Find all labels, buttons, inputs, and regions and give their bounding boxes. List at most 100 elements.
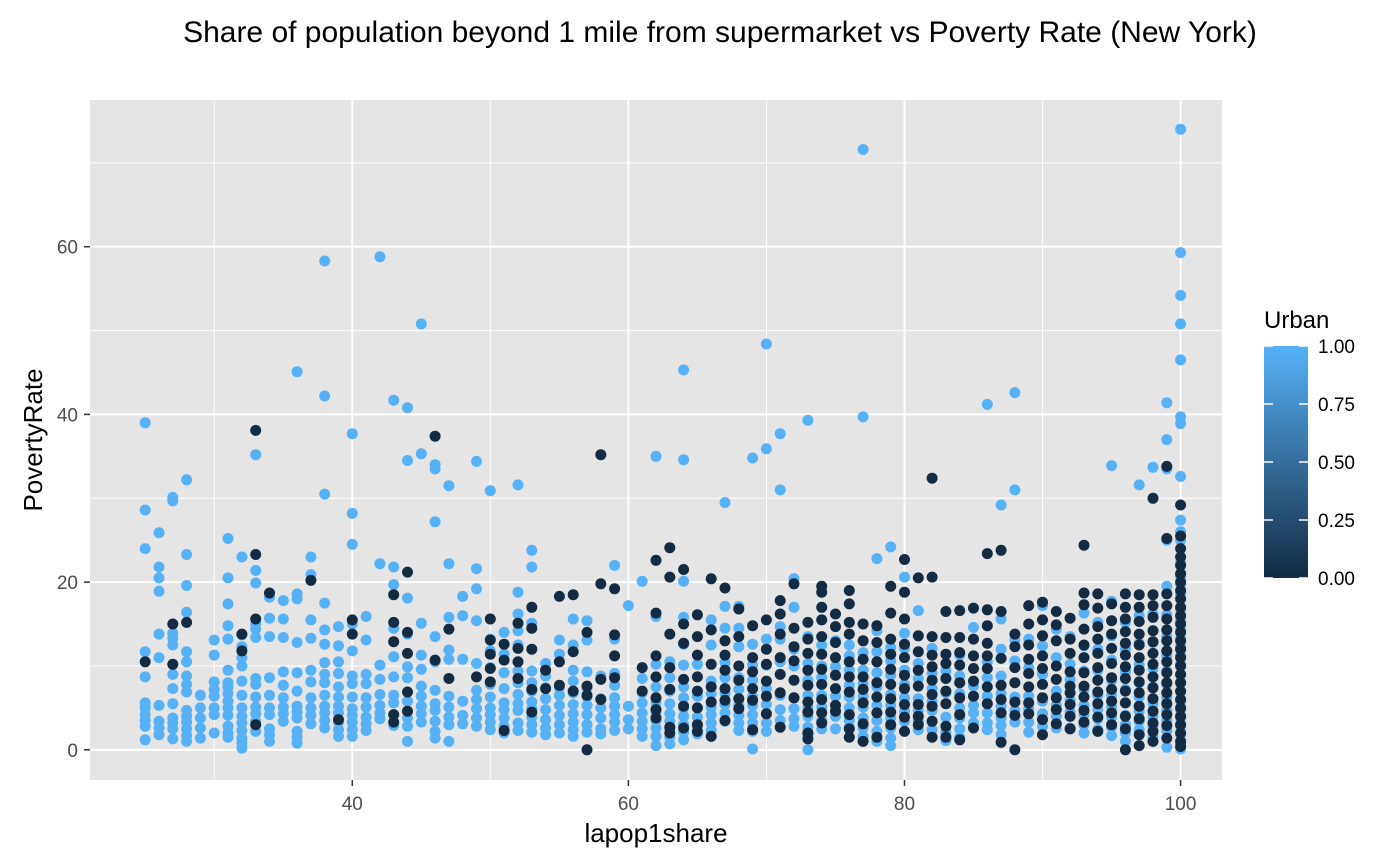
data-point xyxy=(691,609,703,621)
data-point xyxy=(264,587,275,599)
data-point xyxy=(457,653,469,665)
data-point xyxy=(843,671,855,683)
data-point xyxy=(1119,723,1131,735)
data-point xyxy=(733,683,745,695)
data-point xyxy=(885,693,897,705)
data-point xyxy=(968,633,979,645)
data-point xyxy=(926,674,938,686)
data-point xyxy=(1037,663,1048,674)
data-point xyxy=(305,692,317,704)
data-point xyxy=(1175,559,1187,571)
data-point xyxy=(664,727,676,739)
data-point xyxy=(788,622,800,634)
data-point xyxy=(236,702,248,714)
data-point xyxy=(581,726,593,738)
data-point xyxy=(443,653,455,665)
data-point xyxy=(1175,668,1187,680)
data-point xyxy=(333,656,344,668)
data-point xyxy=(816,586,828,598)
data-point xyxy=(139,720,151,732)
data-point xyxy=(816,694,828,705)
data-point xyxy=(402,686,413,698)
data-point xyxy=(1175,643,1187,655)
data-point xyxy=(926,661,938,673)
data-point xyxy=(471,671,482,683)
data-point xyxy=(705,624,717,636)
data-point xyxy=(857,653,869,665)
data-point xyxy=(733,641,745,653)
data-point xyxy=(678,618,690,630)
data-point xyxy=(567,716,579,728)
data-point xyxy=(153,572,165,584)
data-point xyxy=(360,678,372,690)
data-point xyxy=(1161,698,1173,710)
data-point xyxy=(788,655,800,667)
data-point xyxy=(871,731,883,743)
data-point xyxy=(250,449,262,461)
data-point xyxy=(208,649,220,661)
data-point xyxy=(1037,630,1048,642)
data-point xyxy=(1023,618,1035,630)
data-point xyxy=(871,691,883,703)
data-point xyxy=(1037,650,1048,662)
data-point xyxy=(1106,642,1118,654)
data-point xyxy=(1092,674,1104,686)
data-point xyxy=(899,725,910,737)
data-point xyxy=(512,725,524,736)
data-point xyxy=(899,554,910,565)
data-point xyxy=(802,679,814,691)
data-point xyxy=(622,700,634,712)
data-point xyxy=(1175,601,1187,613)
data-point xyxy=(346,678,358,690)
data-point xyxy=(1175,694,1187,705)
data-point xyxy=(1175,289,1187,301)
data-point xyxy=(981,672,993,684)
data-point xyxy=(512,608,524,620)
data-point xyxy=(843,723,855,735)
data-point xyxy=(1161,687,1173,699)
data-point xyxy=(816,601,828,613)
data-point xyxy=(650,722,662,734)
data-point xyxy=(871,667,883,679)
data-point xyxy=(1050,660,1062,672)
data-point xyxy=(981,398,993,410)
data-point xyxy=(1133,740,1145,752)
data-point xyxy=(236,628,248,640)
data-point xyxy=(650,740,662,752)
data-point xyxy=(1175,727,1187,739)
data-point xyxy=(1106,628,1118,640)
data-point xyxy=(968,690,979,702)
data-point xyxy=(167,733,179,745)
data-point xyxy=(305,718,317,730)
data-point xyxy=(581,680,593,692)
data-point xyxy=(871,707,883,719)
data-point xyxy=(981,637,993,649)
data-point xyxy=(1119,685,1131,697)
data-point xyxy=(319,707,331,719)
data-point xyxy=(305,709,317,721)
data-point xyxy=(760,675,772,687)
data-point xyxy=(719,582,731,594)
data-point xyxy=(885,580,897,592)
data-point xyxy=(968,650,979,662)
data-point xyxy=(388,671,400,683)
data-point xyxy=(843,628,855,640)
data-point xyxy=(912,699,924,710)
data-point xyxy=(1078,599,1090,611)
data-point xyxy=(553,656,565,668)
axes: 40 60 80 100 0 20 40 60 xyxy=(57,238,1197,815)
data-point xyxy=(194,689,206,701)
data-point xyxy=(857,144,869,155)
data-point xyxy=(678,659,690,671)
data-point xyxy=(1175,677,1187,689)
data-point xyxy=(153,561,165,573)
data-point xyxy=(319,657,331,669)
data-point xyxy=(1161,667,1173,679)
data-point xyxy=(843,639,855,651)
data-point xyxy=(1161,656,1173,668)
data-point xyxy=(305,551,317,563)
data-point xyxy=(760,717,772,729)
legend-tick-label: 0.00 xyxy=(1318,569,1355,590)
data-point xyxy=(885,706,897,718)
